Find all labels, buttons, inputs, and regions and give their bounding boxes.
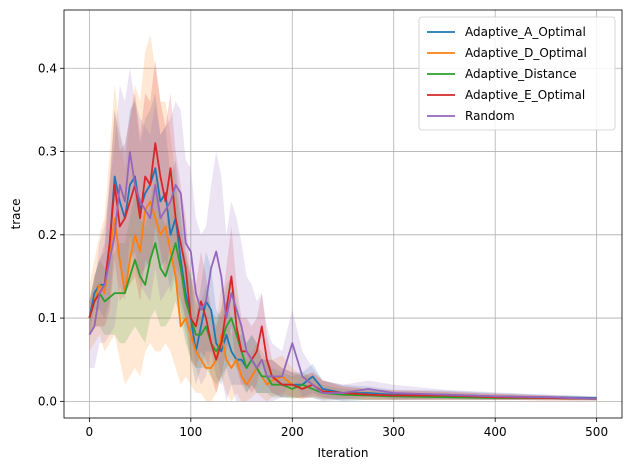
x-tick-label: 500 (585, 425, 608, 439)
x-tick-label: 300 (382, 425, 405, 439)
band-random (89, 68, 597, 402)
x-tick-label: 100 (179, 425, 202, 439)
x-tick-label: 200 (281, 425, 304, 439)
plot-frame (63, 9, 623, 419)
legend-label: Adaptive_E_Optimal (465, 88, 585, 102)
y-tick-label: 0.2 (38, 228, 57, 242)
x-axis-label: Iteration (318, 446, 369, 460)
legend: Adaptive_A_Optimal Adaptive_D_Optimal Adap… (418, 16, 616, 131)
y-tick-label: 0.3 (38, 145, 57, 159)
y-axis: 0.0 0.1 0.2 0.3 0.4 (38, 61, 64, 408)
series-lines (88, 142, 597, 400)
legend-label: Adaptive_A_Optimal (465, 25, 586, 39)
y-axis-label: trace (9, 199, 23, 230)
y-tick-label: 0.1 (38, 311, 57, 325)
y-tick-label: 0.4 (38, 61, 57, 75)
band-adaptive-a-optimal (89, 93, 597, 402)
legend-label: Adaptive_Distance (465, 67, 577, 81)
y-tick-label: 0.0 (38, 394, 57, 408)
legend-box (418, 16, 616, 131)
band-adaptive-d-optimal (89, 35, 597, 402)
x-axis: 0 100 200 300 400 500 (86, 418, 608, 439)
legend-label: Random (465, 109, 515, 123)
x-tick-label: 0 (86, 425, 94, 439)
legend-label: Adaptive_D_Optimal (465, 46, 587, 60)
series-line-adaptive-a-optimal (88, 167, 597, 399)
x-tick-label: 400 (484, 425, 507, 439)
series-line-random (88, 150, 597, 400)
